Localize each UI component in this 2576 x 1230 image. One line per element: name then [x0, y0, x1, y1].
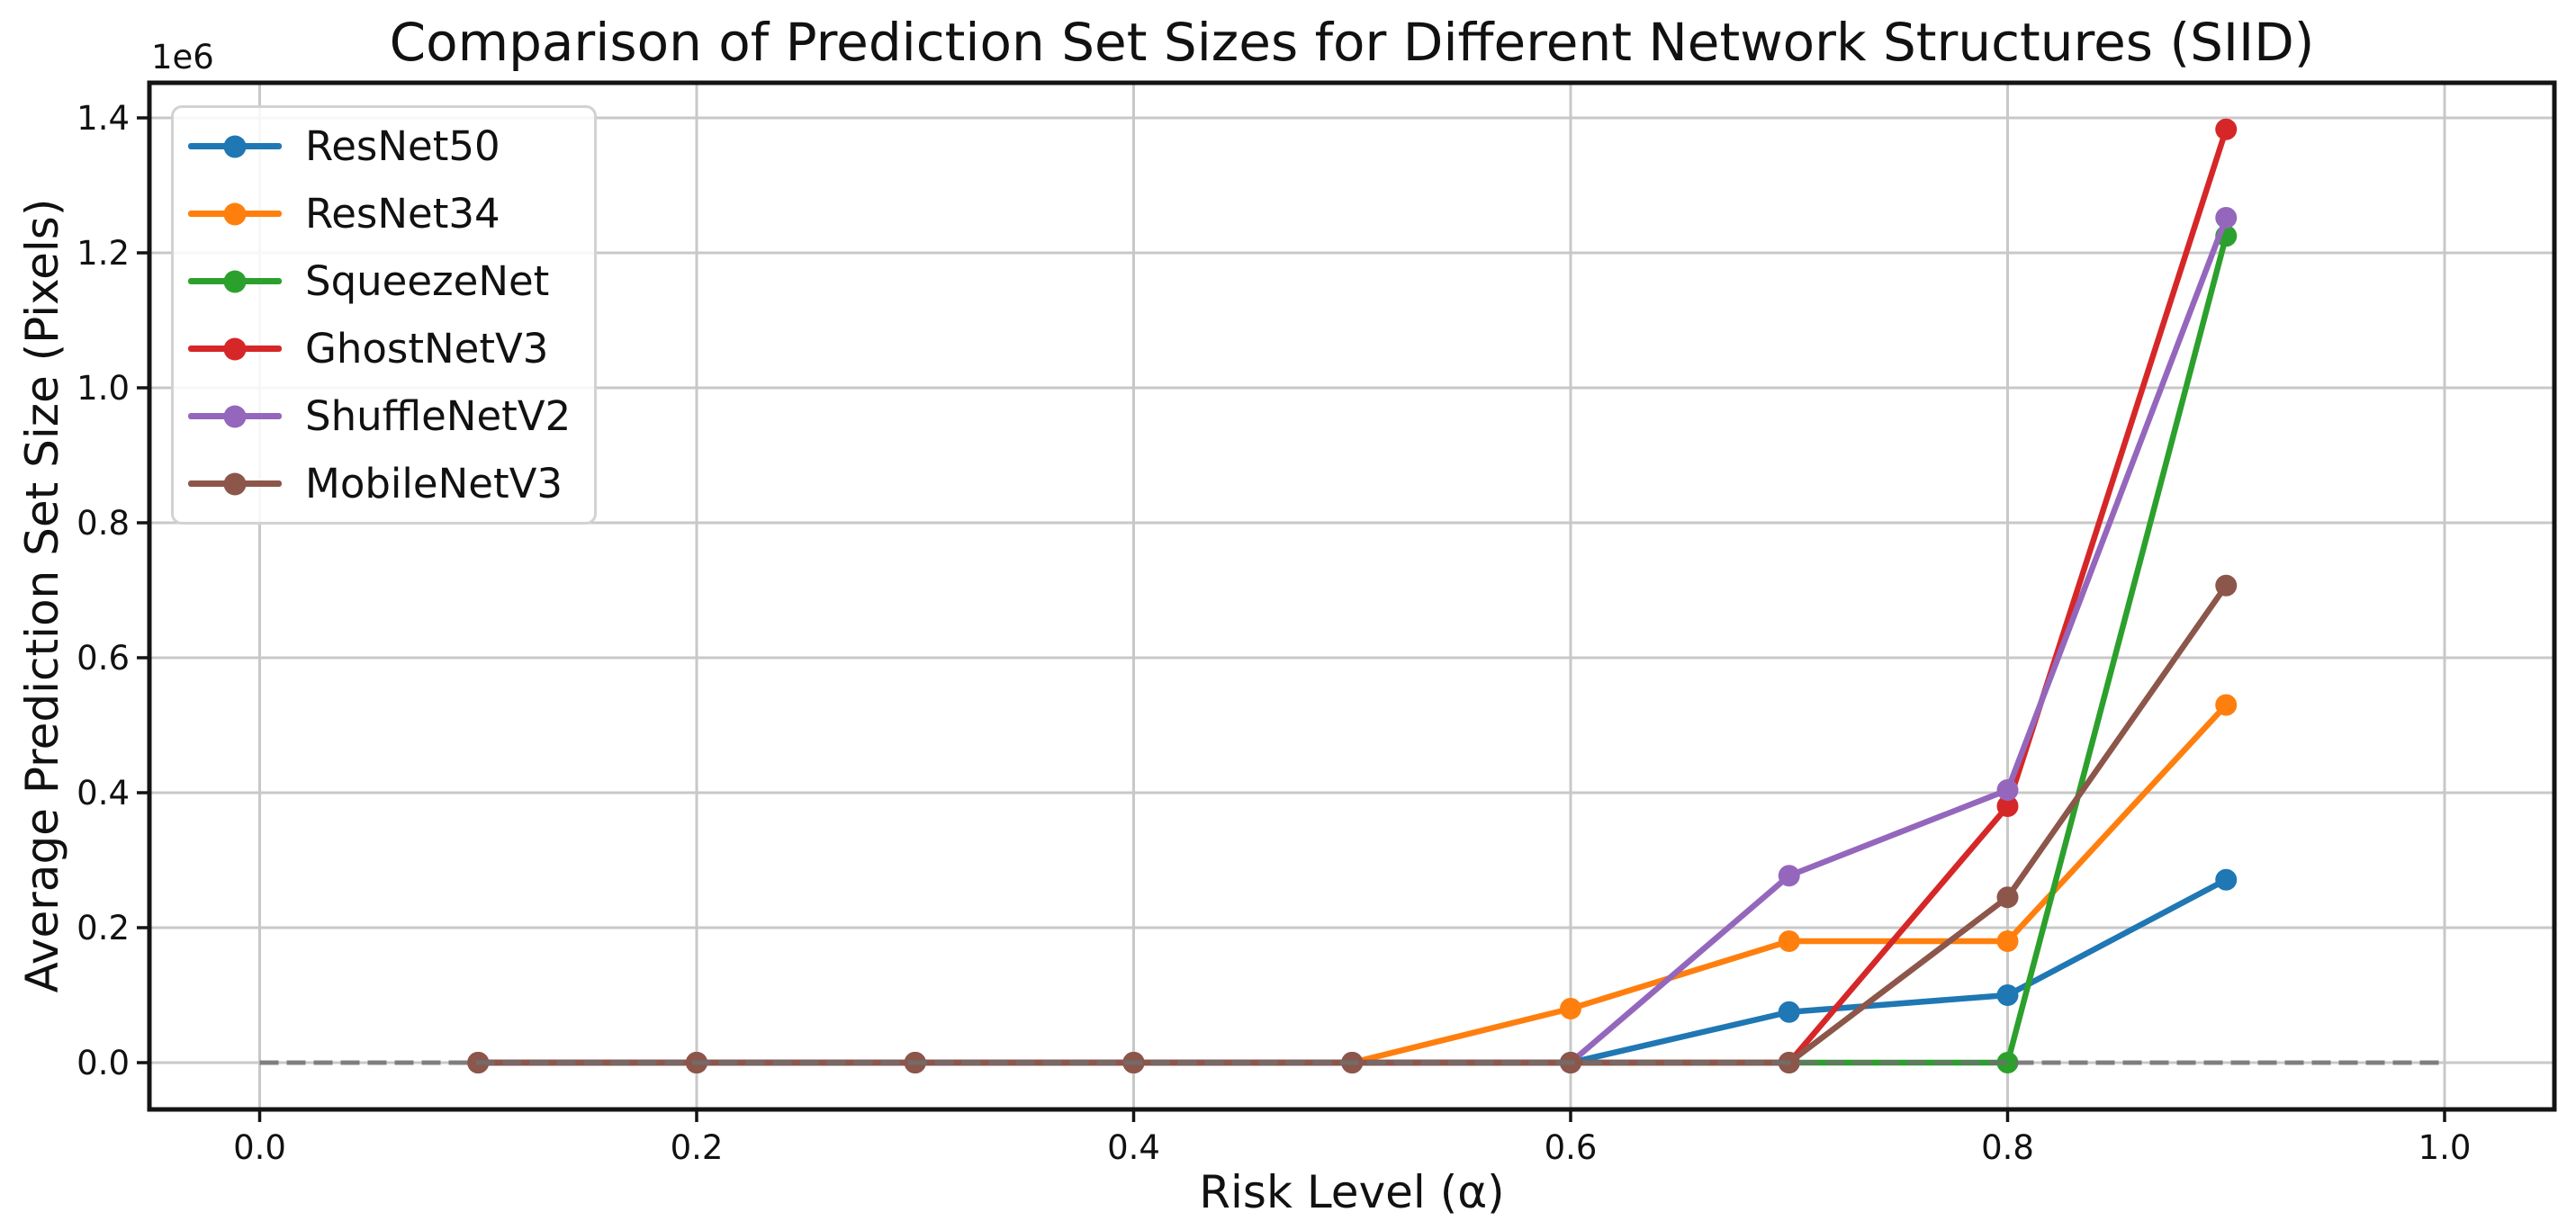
legend-line-sample: [188, 405, 282, 427]
y-tick-label: 1.4: [77, 99, 130, 138]
x-tick-label: 1.0: [2418, 1128, 2472, 1167]
data-point-mobilenetv3: [2215, 574, 2238, 597]
data-point-mobilenetv3: [1996, 886, 2019, 909]
data-point-shufflenetv2: [2215, 207, 2238, 229]
legend-item-resnet50: ResNet50: [188, 112, 571, 180]
y-tick-label: 1.0: [77, 369, 130, 408]
series-line-resnet34: [475, 702, 2229, 1066]
x-tick-label: 0.2: [671, 1128, 724, 1167]
x-tick-label: 0.6: [1545, 1128, 1598, 1167]
legend-item-resnet34: ResNet34: [188, 180, 571, 247]
legend-marker-dot: [223, 135, 247, 157]
legend-line-sample: [188, 337, 282, 360]
data-point-resnet50: [1996, 984, 2019, 1006]
legend-line-sample: [188, 270, 282, 292]
data-point-resnet34: [1560, 998, 1581, 1019]
y-tick-label: 0.0: [77, 1044, 130, 1082]
y-axis-offset-label: 1e6: [151, 38, 214, 76]
legend-item-ghostnetv3: GhostNetV3: [188, 315, 571, 382]
data-point-resnet50: [1778, 1001, 1800, 1023]
legend-line-sample: [188, 202, 282, 225]
y-tick-label: 0.2: [77, 909, 130, 947]
x-axis-label: Risk Level (α): [1199, 1166, 1505, 1218]
y-tick-label: 0.8: [77, 504, 130, 543]
data-point-resnet34: [2215, 694, 2238, 716]
legend-line-sample: [188, 135, 282, 157]
legend-label: GhostNetV3: [305, 325, 549, 373]
plot-border: [147, 80, 2557, 1112]
legend-marker-dot: [223, 270, 247, 292]
legend-marker-dot: [223, 472, 247, 495]
legend-label: ResNet50: [305, 122, 500, 170]
legend-line-sample: [188, 472, 282, 495]
data-point-resnet34: [1778, 930, 1800, 952]
legend-label: MobileNetV3: [305, 460, 563, 507]
legend-marker-dot: [223, 337, 247, 360]
x-tick-label: 0.8: [1981, 1128, 2034, 1167]
legend-marker-dot: [223, 405, 247, 427]
legend-label: SqueezeNet: [305, 257, 550, 305]
x-tick-label: 0.4: [1107, 1128, 1160, 1167]
y-axis-label: Average Prediction Set Size (Pixels): [16, 198, 68, 993]
legend-label: ResNet34: [305, 190, 500, 238]
y-tick-label: 0.6: [77, 639, 130, 678]
legend-item-mobilenetv3: MobileNetV3: [188, 450, 571, 517]
data-point-resnet50: [2215, 868, 2238, 891]
series-line-ghostnetv3: [475, 126, 2229, 1066]
legend-marker-dot: [223, 202, 247, 225]
x-tick-label: 0.0: [233, 1128, 286, 1167]
legend-label: ShuffleNetV2: [305, 392, 572, 440]
chart-title: Comparison of Prediction Set Sizes for D…: [389, 12, 2315, 73]
legend-item-shufflenetv2: ShuffleNetV2: [188, 382, 571, 450]
y-tick-label: 0.4: [77, 774, 130, 813]
legend: ResNet50 ResNet34 SqueezeNet GhostNetV3 Shuf…: [171, 105, 598, 525]
data-point-resnet34: [1996, 930, 2019, 952]
data-point-ghostnetv3: [1996, 795, 2019, 817]
series-line-resnet50: [475, 876, 2229, 1066]
data-point-ghostnetv3: [2215, 118, 2238, 140]
y-tick-label: 1.2: [77, 234, 130, 273]
data-point-shufflenetv2: [1778, 865, 1800, 887]
data-point-shufflenetv2: [1996, 779, 2019, 801]
series-line-shufflenetv2: [475, 214, 2229, 1066]
legend-item-squeezenet: SqueezeNet: [188, 247, 571, 315]
data-point-squeezenet: [1996, 1052, 2019, 1073]
